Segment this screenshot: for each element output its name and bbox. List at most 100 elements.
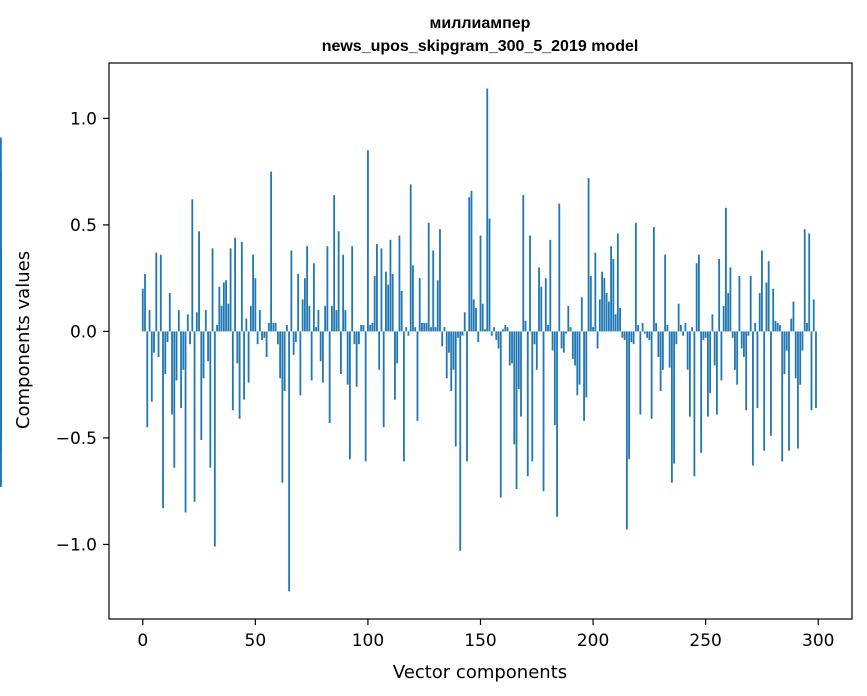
bar [342,254,345,332]
bar [394,331,396,400]
bar [713,331,716,366]
bar [324,305,327,332]
bar [182,331,185,370]
bar [725,207,727,332]
bar [598,299,601,332]
bar [441,331,444,347]
bar [146,331,149,428]
bar [486,88,489,332]
bar [641,322,644,332]
bar [281,331,284,483]
bar [285,325,288,332]
bar [596,331,599,349]
bar [695,263,698,332]
bar [245,318,248,332]
bar [470,190,473,332]
bar [630,331,633,343]
bar [362,325,365,332]
bar [553,331,556,426]
bar [567,305,570,332]
bar [612,258,615,332]
bar [808,233,811,332]
bar [321,331,324,383]
bar [610,246,612,332]
bar [459,331,462,551]
bar [299,331,302,396]
bar [589,276,592,332]
bar [803,229,806,332]
bar [267,322,270,332]
bar [511,331,513,364]
bar [450,331,453,392]
bar [477,331,480,343]
bar [549,239,552,332]
bar [445,331,448,379]
bar [734,331,736,370]
bar [387,284,390,332]
bar [607,301,610,332]
bar [520,331,522,417]
x-tick-label: 300 [802,631,834,651]
bar [263,331,266,338]
bars-group [0,88,817,592]
bar [565,331,567,334]
bar [211,248,214,332]
bar [216,325,218,332]
chart-title: миллиампер [430,15,531,32]
bar [601,271,603,332]
bar [466,331,468,462]
bar [249,305,252,332]
bar [517,331,520,389]
bar [238,331,241,419]
bar [229,248,232,332]
bar [727,293,730,332]
bar [364,331,367,462]
bar [812,299,815,332]
bar [294,331,297,343]
bar [292,331,295,355]
bar [418,278,421,332]
bar [159,254,162,332]
bar [398,235,401,332]
bar [443,327,446,332]
y-tick-label: −1.0 [56,535,97,555]
chart-subtitle: news_upos_skipgram_300_5_2019 model [322,38,639,55]
bar [171,331,173,415]
bar [319,331,322,362]
bar [290,250,293,332]
bar [542,331,545,492]
bar [344,310,347,332]
bar [164,331,167,375]
bar [166,331,169,343]
bar [333,195,336,332]
bar [592,327,594,332]
bar [700,331,703,453]
bar [502,329,504,332]
bar [731,331,734,338]
bar [772,288,775,332]
bar [358,331,360,345]
bar [412,265,414,332]
bar [632,331,635,345]
bar [738,276,741,332]
bar [758,293,761,332]
bar [310,331,313,381]
bar [806,322,808,332]
bar [175,331,178,381]
bar [704,331,707,338]
bar [558,203,561,332]
bar [749,276,752,332]
bar [434,327,437,332]
bar [479,235,482,332]
bar [540,286,543,332]
bar [340,331,342,375]
bar [675,331,678,345]
bar [475,307,477,332]
bar [355,331,358,387]
y-tick-label: 0.5 [70,216,97,236]
bar [652,227,655,332]
bar [231,331,234,411]
bar [679,325,682,332]
bar [349,331,351,460]
bar [378,331,381,370]
